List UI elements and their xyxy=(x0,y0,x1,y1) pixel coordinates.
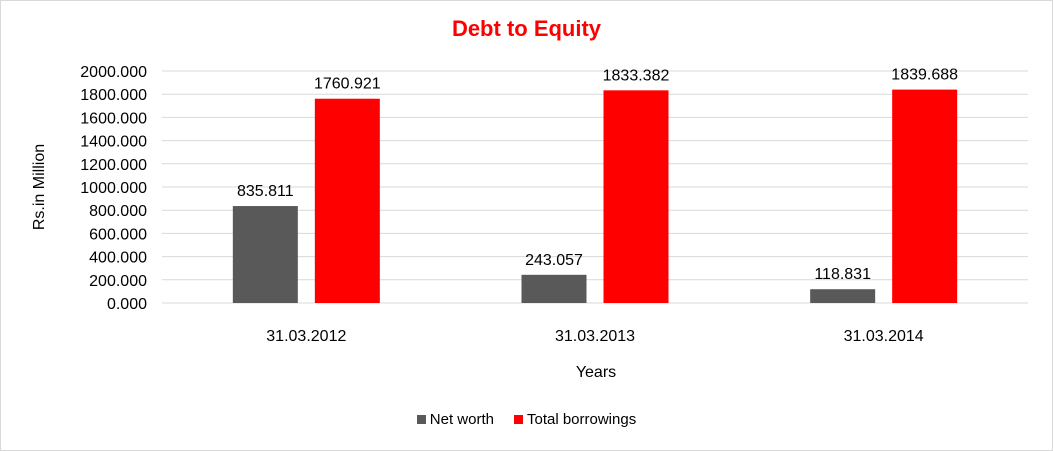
data-label: 1833.382 xyxy=(603,67,670,84)
data-label: 835.811 xyxy=(237,183,294,200)
data-label: 1760.921 xyxy=(314,76,381,93)
y-tick-label: 200.000 xyxy=(89,273,147,290)
chart-title: Debt to Equity xyxy=(451,16,602,41)
y-tick-label: 1600.000 xyxy=(80,110,147,127)
legend-label-total-borrowings: Total borrowings xyxy=(526,411,637,428)
bar-net-worth xyxy=(810,289,876,303)
y-tick-label: 800.000 xyxy=(89,203,147,220)
bars xyxy=(232,89,958,304)
legend-swatch-total-borrowings xyxy=(513,415,523,424)
y-axis-title: Rs.in Million xyxy=(31,144,48,230)
y-tick-label: 1200.000 xyxy=(80,157,147,174)
bar-total-borrowings xyxy=(892,89,958,303)
data-label: 118.831 xyxy=(814,266,871,283)
x-tick-label: 31.03.2012 xyxy=(266,328,346,345)
legend-label-net-worth: Net worth xyxy=(429,411,494,428)
y-tick-label: 0.000 xyxy=(107,296,147,313)
y-tick-label: 400.000 xyxy=(89,250,147,267)
y-axis-ticks: 0.000 200.000 400.000 600.000 800.000 1000.00… xyxy=(80,64,147,313)
data-label: 1839.688 xyxy=(891,67,958,84)
bar-total-borrowings xyxy=(314,98,380,304)
data-labels: 835.811 1760.921 243.057 1833.382 118.831 183… xyxy=(237,67,958,284)
y-tick-label: 1000.000 xyxy=(80,180,147,197)
legend: Net worth Total borrowings xyxy=(0,411,1053,428)
x-tick-label: 31.03.2014 xyxy=(844,328,924,345)
y-tick-label: 600.000 xyxy=(89,226,147,243)
x-axis-ticks: 31.03.2012 31.03.2013 31.03.2014 xyxy=(266,328,924,345)
legend-item-net-worth: Net worth xyxy=(416,411,494,428)
y-tick-label: 1800.000 xyxy=(80,87,147,104)
y-tick-label: 2000.000 xyxy=(80,64,147,81)
x-axis-title: Years xyxy=(576,364,616,381)
gridlines xyxy=(162,70,1028,304)
legend-swatch-net-worth xyxy=(416,415,426,424)
y-tick-label: 1400.000 xyxy=(80,134,147,151)
x-tick-label: 31.03.2013 xyxy=(555,328,635,345)
data-label: 243.057 xyxy=(525,252,583,269)
bar-net-worth xyxy=(232,206,298,303)
bar-total-borrowings xyxy=(603,90,669,303)
legend-item-total-borrowings: Total borrowings xyxy=(513,411,637,428)
bar-net-worth xyxy=(521,274,587,303)
